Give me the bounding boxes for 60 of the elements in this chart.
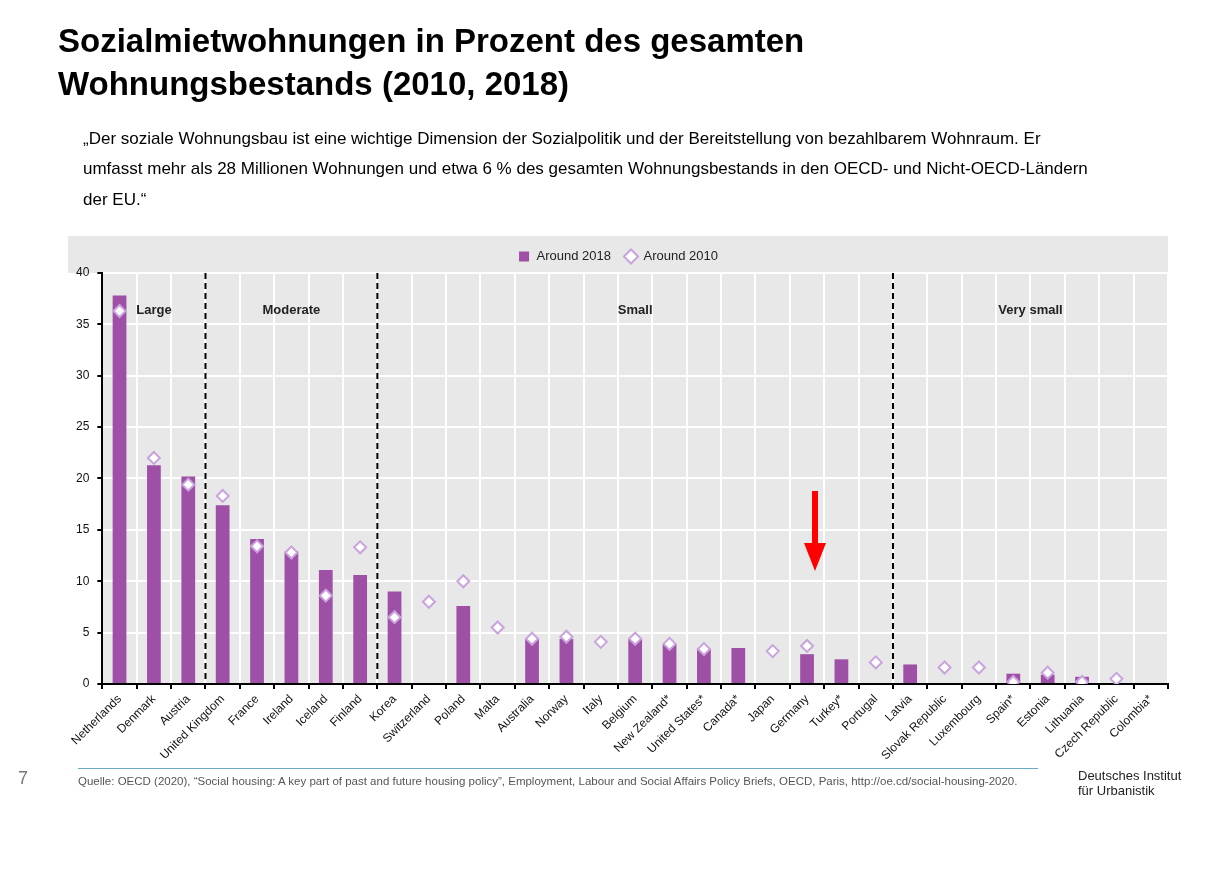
point bbox=[112, 303, 127, 318]
legend-label: Around 2010 bbox=[643, 247, 718, 263]
text: Deutsches Institut für Urbanistik bbox=[1077, 767, 1183, 798]
bar bbox=[903, 664, 918, 683]
annotation: Very small bbox=[998, 301, 1063, 317]
y-tick-label: 25 bbox=[75, 418, 90, 433]
y-tick-label: 0 bbox=[82, 675, 90, 690]
annotation: Large bbox=[136, 301, 172, 317]
y-tick-label: 5 bbox=[82, 624, 90, 639]
bar bbox=[284, 551, 299, 683]
bar bbox=[250, 538, 264, 683]
point bbox=[421, 594, 436, 609]
annotation: Moderate bbox=[262, 301, 321, 317]
point bbox=[284, 545, 299, 560]
bar bbox=[834, 658, 849, 683]
point bbox=[146, 450, 161, 465]
point bbox=[696, 641, 711, 656]
y-tick-label: 20 bbox=[75, 470, 90, 485]
bar bbox=[318, 569, 333, 683]
bar bbox=[215, 504, 230, 683]
point bbox=[387, 609, 402, 624]
point bbox=[868, 654, 883, 669]
bar bbox=[181, 475, 196, 683]
y-tick-label: 30 bbox=[75, 367, 90, 382]
point bbox=[456, 573, 471, 588]
point bbox=[353, 539, 368, 554]
point bbox=[1109, 671, 1124, 684]
chart-title: Sozialmietwohnungen in Prozent des gesamten Wohnungsbestands (2010, 2018) bbox=[57, 21, 806, 104]
point bbox=[250, 538, 265, 553]
point bbox=[593, 634, 608, 649]
bar bbox=[731, 647, 746, 683]
bar bbox=[353, 574, 368, 683]
y-tick-label: 35 bbox=[75, 316, 90, 331]
point bbox=[1040, 665, 1055, 680]
bar bbox=[112, 295, 127, 683]
point bbox=[662, 636, 677, 651]
point bbox=[215, 488, 230, 503]
point bbox=[765, 643, 780, 658]
bar bbox=[800, 653, 814, 683]
point bbox=[628, 631, 643, 646]
point bbox=[525, 631, 540, 646]
point bbox=[800, 638, 815, 653]
annotation: Small bbox=[617, 301, 653, 317]
point bbox=[937, 660, 952, 675]
bar bbox=[147, 464, 161, 683]
legend-label: Around 2018 bbox=[536, 247, 611, 263]
point bbox=[490, 620, 505, 635]
bar bbox=[559, 638, 574, 683]
text: 7 bbox=[17, 767, 29, 789]
y-tick-label: 15 bbox=[75, 521, 90, 536]
x-tick-label: Italy bbox=[579, 691, 606, 717]
point bbox=[181, 477, 196, 492]
y-tick-label: 40 bbox=[75, 264, 90, 279]
point bbox=[318, 588, 333, 603]
source-note: Quelle: OECD (2020), “Social housing: A key part of past and future housing policy”, Employment, Labour and Social Affairs Policy Briefs, OECD, Paris, http://oe.cd/social-housing-2020. bbox=[78, 767, 1038, 787]
y-tick-label: 10 bbox=[75, 573, 90, 588]
point bbox=[971, 660, 986, 675]
point bbox=[559, 629, 574, 644]
chart-subtitle: „Der soziale Wohnungsbau ist eine wichtige Dimension der Sozialpolitik und der Bereitstellung von bezahlbarem Wohnraum. Er umfasst mehr als 28 Millionen Wohnungen und etwa 6 % des gesamten Wohnungsbestands in den OECD- und Nicht-OECD-Ländern der EU.“ bbox=[82, 127, 1089, 211]
bar bbox=[456, 605, 471, 683]
